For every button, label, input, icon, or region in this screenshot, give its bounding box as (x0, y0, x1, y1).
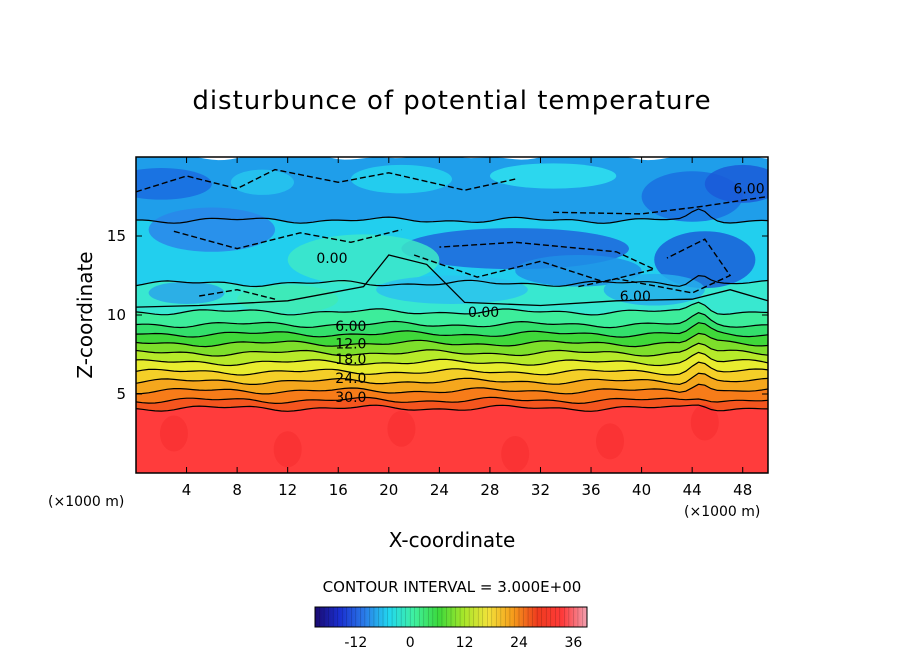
color-band (136, 302, 768, 328)
contour-label: 30.0 (335, 390, 366, 406)
contour-line (136, 342, 768, 357)
colorbar-tick-label: 24 (510, 635, 528, 651)
contour-label: 6.00 (733, 182, 764, 198)
contour-label: 12.0 (335, 336, 366, 352)
field-swirl (690, 404, 719, 441)
colorbar-tick-label: 12 (456, 635, 474, 651)
x-tick-label: 16 (329, 481, 348, 499)
contour-line (136, 301, 768, 316)
colorbar-tick-label: -12 (344, 635, 367, 651)
field-swirl (159, 415, 188, 452)
x-unit-label: (×1000 m) (684, 504, 760, 520)
contour-line-dashed (553, 195, 768, 215)
field-patch (704, 164, 768, 203)
contour-line (136, 383, 768, 395)
contour-line-dashed (199, 288, 276, 300)
contour-line (136, 351, 768, 367)
x-tick-label: 8 (232, 481, 242, 499)
y-tick-label: 15 (107, 227, 126, 245)
contour-label: 24.0 (335, 371, 366, 387)
x-tick-label: 12 (278, 481, 297, 499)
colorbar-tick-label: 0 (406, 635, 415, 651)
field-swirl (387, 410, 416, 447)
contour-interval-text: CONTOUR INTERVAL = 3.000E+00 (323, 578, 582, 596)
color-band (136, 343, 768, 366)
contour-line (136, 361, 768, 376)
contour-line-zero (136, 254, 768, 308)
x-tick-label: 28 (480, 481, 499, 499)
x-tick-label: 4 (182, 481, 192, 499)
contour-line (136, 372, 768, 386)
y-tick-label: 10 (107, 306, 126, 324)
contour-label: 0.00 (468, 305, 499, 321)
contour-label: 0.00 (316, 251, 347, 267)
x-tick-label: 24 (430, 481, 449, 499)
contour-line (136, 404, 768, 412)
color-band (136, 397, 768, 412)
contour-line (136, 274, 768, 288)
field-swirl (501, 436, 530, 473)
contour-line (136, 332, 768, 348)
contour-line-dashed (173, 229, 402, 250)
color-band (136, 312, 768, 338)
z-unit-label: (×1000 m) (48, 494, 124, 510)
field-swirl (596, 423, 624, 460)
y-tick-label: 5 (116, 385, 126, 403)
contour-line (136, 322, 768, 338)
field-patch (230, 169, 294, 195)
x-tick-label: 44 (683, 481, 702, 499)
x-tick-label: 20 (379, 481, 398, 499)
contour-label: 6.00 (335, 319, 366, 335)
contour-label: 18.0 (335, 352, 366, 368)
field-patch (136, 168, 212, 200)
field-patch (287, 234, 440, 285)
color-band (136, 352, 768, 375)
contour-line (136, 312, 768, 329)
contour-line (136, 396, 768, 405)
field-patch (603, 273, 705, 306)
contour-line (136, 208, 768, 224)
contour-line-dashed (578, 238, 732, 294)
color-band (136, 405, 768, 473)
field-patch (237, 284, 339, 314)
contour-line-dashed (136, 168, 516, 193)
field-patch (148, 281, 225, 304)
field-patch (350, 164, 452, 194)
field-patch (654, 231, 756, 289)
field-swirl (273, 431, 302, 468)
chart-title: disturbunce of potential temperature (192, 86, 712, 116)
contour-label: 6.00 (620, 289, 651, 305)
y-axis-label: Z-coordinate (73, 251, 97, 378)
x-tick-label: 48 (733, 481, 752, 499)
contour-line-dashed (413, 241, 657, 283)
x-tick-label: 32 (531, 481, 550, 499)
x-axis-label: X-coordinate (389, 528, 516, 552)
x-tick-label: 40 (632, 481, 651, 499)
color-band (136, 362, 768, 385)
x-tick-label: 36 (581, 481, 600, 499)
field-patch (489, 163, 617, 189)
field-patch (148, 207, 276, 252)
colorbar-tick-label: 36 (564, 635, 582, 651)
